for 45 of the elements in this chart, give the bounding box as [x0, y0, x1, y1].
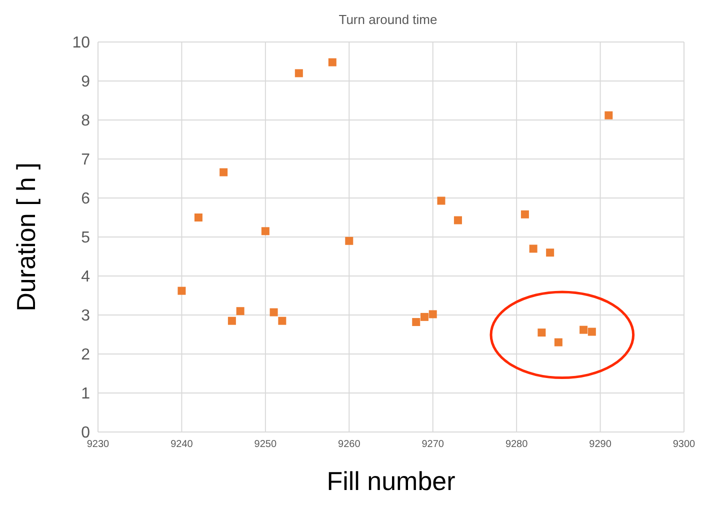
point [538, 328, 546, 337]
point [546, 248, 554, 257]
point [554, 338, 562, 346]
chart-title: Turn around time [338, 11, 438, 29]
point [228, 316, 236, 325]
y-tick-label: 7 [81, 152, 90, 169]
x-tick-label: 9280 [505, 439, 528, 450]
point [428, 310, 437, 318]
point [580, 326, 588, 334]
x-tick-label: 9230 [86, 439, 110, 450]
point [236, 307, 244, 316]
y-tick-label: 9 [81, 74, 90, 91]
x-tick-label: 9270 [422, 439, 444, 450]
point [261, 227, 270, 236]
x-tick-label: 9300 [672, 439, 696, 450]
x-tick-label: 9290 [589, 439, 612, 450]
point [604, 111, 613, 120]
point [454, 216, 462, 224]
y-tick-label: 2 [81, 346, 90, 364]
point [278, 316, 286, 325]
point [588, 328, 596, 336]
x-tick-label: 9250 [254, 439, 277, 450]
point [328, 58, 336, 66]
point [270, 308, 278, 316]
point [437, 196, 446, 205]
point [420, 312, 428, 321]
y-tick-label: 3 [81, 308, 90, 325]
point [345, 236, 354, 245]
point [294, 69, 303, 78]
y-tick-label: 8 [81, 112, 90, 130]
y-tick-label: 10 [72, 34, 90, 52]
x-tick-label: 9260 [338, 439, 361, 450]
point [520, 210, 529, 218]
point [178, 286, 186, 295]
point [412, 318, 420, 326]
y-axis-title: Duration [ h ] [11, 162, 42, 312]
x-axis-title: Fill number [326, 466, 456, 496]
y-tick-label: 6 [81, 190, 90, 208]
point [220, 168, 228, 176]
point [194, 214, 202, 222]
x-tick-label: 9240 [170, 439, 194, 450]
y-tick-label: 5 [81, 230, 90, 247]
y-tick-label: 1 [81, 386, 90, 403]
y-tick-label: 4 [81, 268, 90, 286]
point [529, 244, 538, 253]
